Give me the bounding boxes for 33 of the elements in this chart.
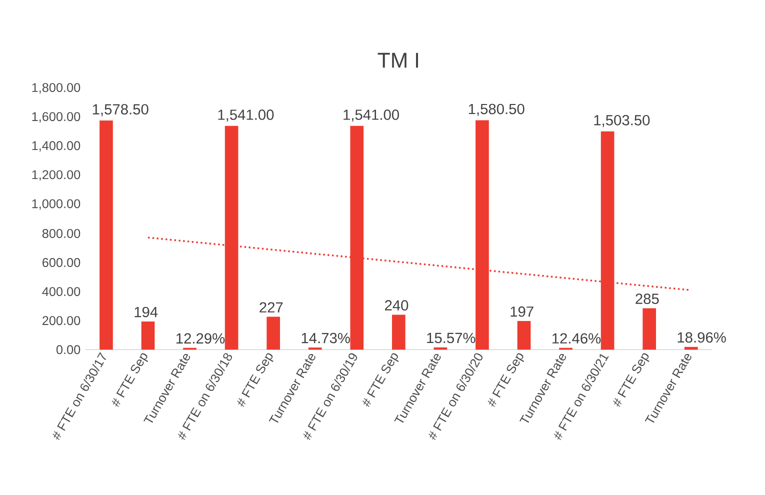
y-tick-label: 800.00 xyxy=(42,229,80,238)
y-tick-label: 1,400.00 xyxy=(32,141,80,152)
data-label: 1,541.00 xyxy=(344,110,399,122)
bar xyxy=(517,321,531,350)
data-label: 12.46% xyxy=(552,333,601,344)
y-tick-label: 400.00 xyxy=(42,287,80,296)
data-label: 197 xyxy=(510,306,534,317)
y-tick-label: 1,200.00 xyxy=(32,170,80,181)
y-tick-label: 0.00 xyxy=(56,345,80,354)
data-label: 285 xyxy=(636,294,659,304)
y-tick-label: 1,600.00 xyxy=(32,112,80,123)
y-tick-label: 1,800.00 xyxy=(32,83,80,94)
data-label: 1,580.50 xyxy=(468,104,524,116)
bar xyxy=(100,120,113,350)
bar xyxy=(684,346,698,350)
data-label: 194 xyxy=(134,306,158,318)
bar xyxy=(642,308,656,350)
bar xyxy=(266,316,280,350)
bar xyxy=(141,321,155,350)
y-tick-label: 600.00 xyxy=(42,258,80,268)
data-label: 15.57% xyxy=(427,332,476,344)
data-label: 18.96% xyxy=(678,332,726,343)
y-tick-label: 1,000.00 xyxy=(32,199,80,210)
data-label: 1,578.50 xyxy=(92,104,148,116)
data-label: 14.73% xyxy=(302,332,350,344)
data-label: 1,503.50 xyxy=(594,115,650,128)
data-label: 1,541.00 xyxy=(218,110,274,122)
chart-title: TM I xyxy=(378,52,418,68)
data-label: 240 xyxy=(385,300,408,311)
y-tick-label: 200.00 xyxy=(42,316,80,326)
bar xyxy=(392,314,406,350)
data-label: 227 xyxy=(260,302,283,312)
data-label: 12.29% xyxy=(176,333,225,344)
